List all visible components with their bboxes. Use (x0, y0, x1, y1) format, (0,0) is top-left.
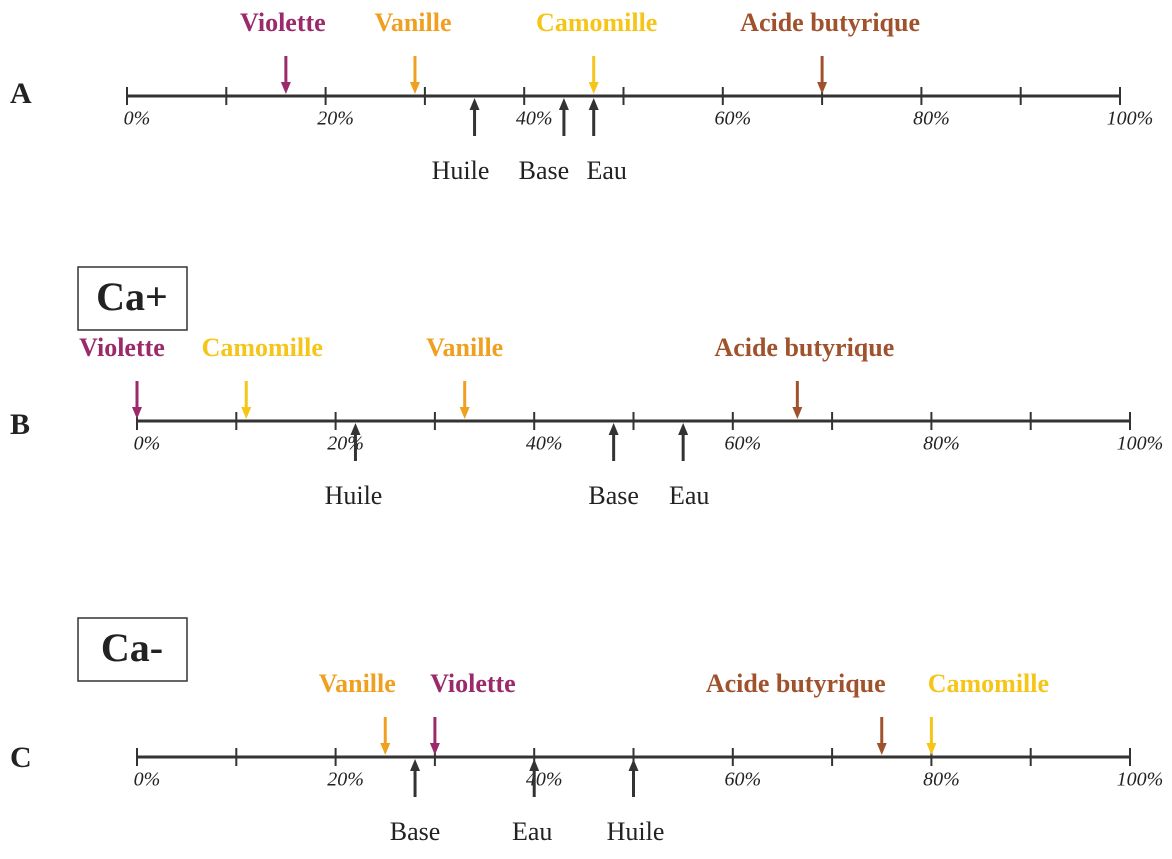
panel-letter: A (10, 77, 32, 110)
tick-label: 80% (913, 108, 950, 130)
arrow (280, 56, 291, 94)
arrow (608, 423, 619, 461)
tick-label: 80% (923, 769, 960, 791)
condition-box (77, 617, 188, 682)
phase-label: Eau (669, 481, 709, 510)
odor-label: Camomille (928, 669, 1049, 698)
odor-label: Acide butyrique (714, 333, 894, 362)
arrow (241, 381, 252, 419)
tick-label: 20% (327, 769, 364, 791)
arrow (926, 717, 937, 755)
tick-label: 100% (1107, 108, 1154, 130)
arrow (409, 56, 420, 94)
odor-label: Violette (430, 669, 516, 698)
arrow (529, 759, 540, 797)
tick-label: 80% (923, 433, 960, 455)
panel-letter: B (10, 408, 30, 441)
arrow (132, 381, 142, 419)
phase-label: Base (588, 481, 639, 510)
tick-label: 20% (327, 433, 364, 455)
odor-label: Violette (79, 333, 165, 362)
odor-label: Acide butyrique (706, 669, 886, 698)
arrow (792, 381, 803, 419)
odor-label: Vanille (319, 669, 396, 698)
odor-label: Vanille (374, 8, 451, 37)
tick-label: 60% (714, 108, 751, 130)
odor-label: Violette (240, 8, 326, 37)
phase-label: Huile (325, 481, 383, 510)
tick-label: 60% (724, 433, 761, 455)
phase-label: Eau (512, 817, 552, 846)
arrow (588, 56, 599, 94)
phase-label: Eau (586, 156, 626, 185)
arrow (876, 717, 887, 755)
tick-label: 100% (1117, 769, 1164, 791)
odor-label: Acide butyrique (740, 8, 920, 37)
arrow (459, 381, 470, 419)
odor-label: Vanille (426, 333, 503, 362)
tick-label: 0% (124, 108, 151, 130)
tick-label: 40% (526, 433, 563, 455)
odor-label: Camomille (202, 333, 323, 362)
phase-label: Huile (607, 817, 665, 846)
tick-label: 60% (724, 769, 761, 791)
arrow (558, 98, 569, 136)
arrow (628, 759, 639, 797)
arrow (678, 423, 689, 461)
tick-label: 40% (526, 769, 563, 791)
arrow (817, 56, 828, 94)
tick-label: 0% (134, 433, 161, 455)
arrow (429, 717, 440, 755)
tick-label: 40% (516, 108, 553, 130)
arrow (350, 423, 361, 461)
tick-label: 20% (317, 108, 354, 130)
odor-label: Camomille (536, 8, 657, 37)
phase-label: Base (390, 817, 441, 846)
condition-label: Ca- (101, 625, 163, 670)
phase-label: Base (519, 156, 570, 185)
tick-label: 100% (1117, 433, 1164, 455)
arrow (410, 759, 421, 797)
condition-box (77, 266, 188, 331)
tick-label: 0% (134, 769, 161, 791)
arrow (380, 717, 391, 755)
arrow (588, 98, 599, 136)
arrow (469, 98, 480, 136)
phase-label: Huile (432, 156, 490, 185)
condition-label: Ca+ (96, 274, 168, 319)
panel-letter: C (10, 741, 32, 774)
